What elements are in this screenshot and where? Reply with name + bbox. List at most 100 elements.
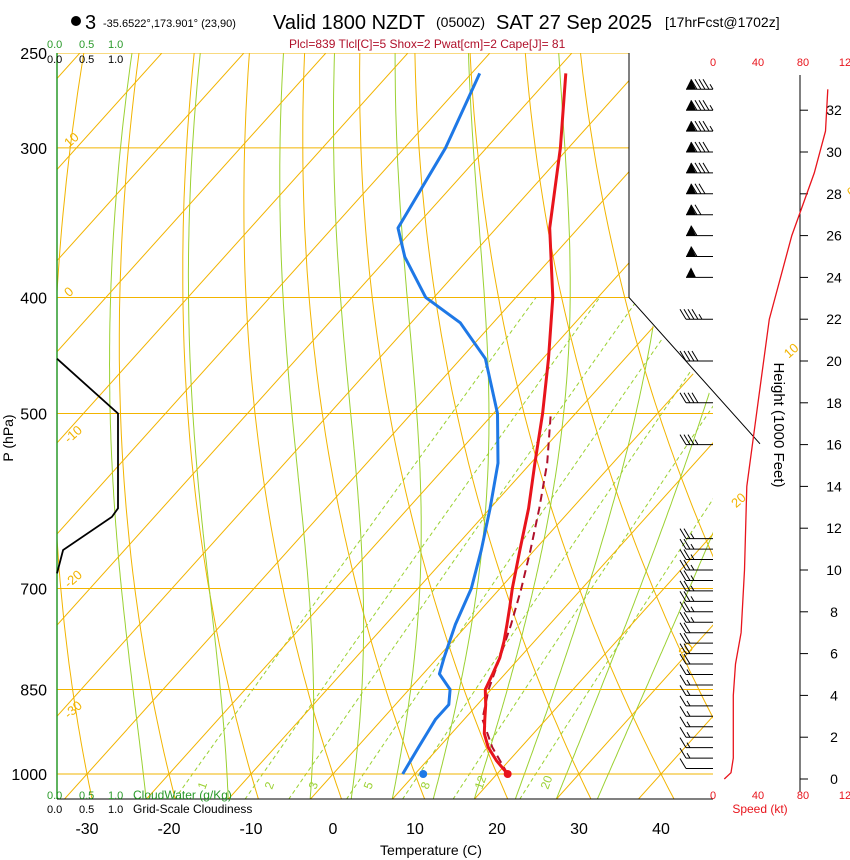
wind-barb-half (686, 679, 691, 686)
wind-barb-full (679, 308, 687, 320)
wind-barb-full (683, 611, 691, 623)
speed-tick-top-40: 40 (752, 57, 764, 69)
height-tick-label: 26 (826, 228, 842, 244)
wind-barb-full (679, 706, 687, 717)
cloudwater-tick-bottom-2: 1.0 (108, 790, 123, 802)
dry-adiabat (632, 53, 713, 799)
moist-adiabat (333, 53, 365, 799)
cloudwater-tick-bottom-0: 0.0 (47, 790, 62, 802)
wind-barb-pennant (686, 246, 696, 257)
isotherm-label: 0 (844, 184, 850, 200)
wind-barb-full (702, 99, 710, 111)
temperature-tick-label: -30 (75, 821, 98, 838)
isotherm (57, 53, 674, 799)
wind-barb-half (686, 690, 691, 696)
station-marker-icon (71, 16, 81, 26)
wind-barb-full (679, 643, 687, 654)
wind-barb (686, 204, 713, 216)
wind-barb-half (690, 554, 695, 560)
wind-barb-full (694, 162, 702, 174)
mixing-ratio-line (174, 297, 537, 799)
wind-barb-full (683, 392, 691, 404)
dry-adiabat (302, 53, 426, 799)
cloudwater-tick-top-1: 0.5 (79, 39, 94, 51)
utc-time: (0500Z) (436, 14, 485, 30)
cloudiness-tick-top-2: 1.0 (108, 54, 123, 66)
mixing-ratio-line (452, 297, 713, 799)
wind-barb-full (683, 643, 691, 654)
wind-barb-full (687, 434, 695, 445)
cloudiness-profile (56, 358, 119, 574)
wind-barb-pennant (686, 225, 696, 236)
wind-barb-full (698, 99, 706, 111)
wind-barb (686, 79, 714, 90)
isotherm (57, 53, 510, 799)
wind-barb (686, 99, 714, 111)
wind-barb-full (679, 716, 687, 728)
dry-adiabat (523, 53, 713, 799)
wind-barb-full (690, 141, 698, 153)
wind-barb-full (679, 664, 687, 675)
wind-barb-full (679, 653, 687, 665)
pressure-tick-label: 300 (20, 141, 47, 158)
wind-barb (679, 643, 713, 655)
wind-barb-full (679, 685, 687, 696)
wind-barb-half (686, 752, 691, 759)
wind-barb (679, 737, 713, 749)
wind-barb-full (698, 120, 706, 132)
mixing-ratio-label: 12 (472, 773, 490, 791)
isotherm (637, 53, 713, 799)
wind-barb (686, 141, 713, 153)
height-tick-label: 20 (826, 353, 842, 369)
wind-barb-half (690, 564, 695, 571)
wind-barb-full (679, 747, 687, 759)
wind-barb-half (709, 104, 714, 111)
wind-barb-full (679, 434, 687, 445)
wind-barb (686, 120, 714, 132)
wind-barb-pennant (686, 121, 696, 132)
wind-barb-half (709, 125, 714, 132)
wind-barb-full (679, 622, 687, 633)
wind-barb (679, 528, 713, 540)
dewpoint-profile (396, 72, 500, 775)
wind-barb (679, 716, 713, 728)
isotherm (227, 53, 713, 799)
wind-barb-full (698, 183, 706, 195)
height-tick-label: 32 (826, 102, 842, 118)
isotherm (57, 53, 182, 799)
station-coords: -35.6522°,173.901° (23,90) (103, 18, 236, 30)
wind-barb-pennant (686, 204, 696, 215)
wind-barb-full (679, 559, 687, 571)
plot-boundary (628, 53, 761, 445)
wind-barb (679, 601, 713, 613)
moist-adiabat (596, 53, 713, 799)
moist-adiabat (279, 53, 315, 799)
dry-adiabat (468, 53, 675, 799)
wind-barb (679, 308, 713, 320)
wind-barb-full (679, 674, 687, 686)
isotherm (57, 53, 428, 799)
wind-barb-half (698, 313, 703, 320)
height-tick-label: 4 (830, 687, 838, 703)
isotherm (309, 53, 713, 799)
wind-barb (679, 549, 713, 561)
wind-barb (679, 580, 713, 592)
isotherm (57, 53, 346, 799)
mixing-ratio-label: 8 (418, 780, 434, 791)
wind-barb-full (683, 653, 691, 665)
wind-barb-full (702, 162, 710, 174)
wind-barb-full (698, 162, 706, 174)
x-axis-title: Temperature (C) (380, 842, 482, 858)
wind-barb-half (686, 721, 691, 728)
wind-barb-half (690, 606, 695, 613)
wind-barb-full (683, 580, 691, 592)
station-number: 3 (85, 12, 96, 34)
wind-barb-full (690, 120, 698, 132)
moist-adiabat (391, 53, 422, 799)
mixing-ratio-label: 3 (306, 780, 322, 791)
stability-indices: Plcl=839 Tlcl[C]=5 Shox=2 Pwat[cm]=2 Cap… (289, 37, 566, 51)
wind-barb (679, 392, 713, 404)
dry-adiabat (118, 53, 176, 799)
